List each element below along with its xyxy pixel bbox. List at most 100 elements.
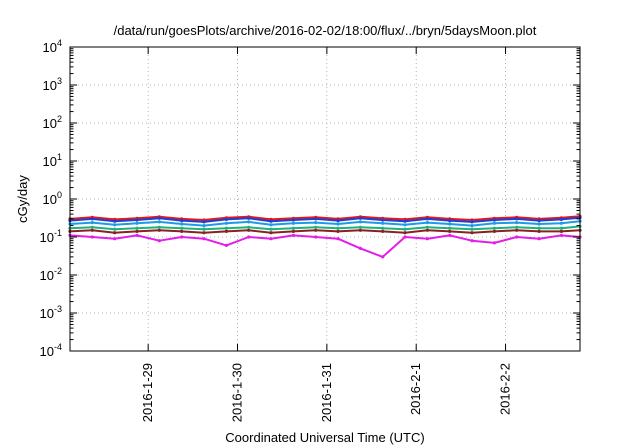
data-point [90,228,94,232]
data-point [180,222,184,226]
data-point [247,216,251,220]
data-point [157,239,161,243]
data-point [135,226,139,230]
y-tick-base: 10 [40,268,54,283]
data-point [358,216,362,220]
data-point [403,227,407,231]
x-tick-label: 2016-2-1 [408,363,423,415]
data-point [157,216,161,220]
data-point [515,228,519,232]
data-point [425,237,429,241]
data-point [336,226,340,230]
data-point [559,221,564,225]
y-tick-exponent: -3 [54,304,62,314]
x-axis-label: Coordinated Universal Time (UTC) [225,430,424,445]
data-point [113,219,117,223]
data-point [269,237,273,241]
data-point [336,237,340,241]
y-axis-label: cGy/day [15,175,30,223]
data-point [515,221,519,225]
data-point [336,229,340,233]
data-point [515,225,519,229]
data-point [448,229,452,233]
data-point [180,219,184,223]
x-tick-label: 2016-1-30 [230,363,245,422]
data-point [314,217,318,221]
data-point [180,229,184,233]
data-point [135,221,139,225]
data-point [202,231,206,235]
series-line-1 [69,215,581,221]
data-point [470,227,474,231]
data-point [537,226,541,230]
data-point [336,219,340,223]
y-tick-base: 10 [40,306,54,321]
data-point [291,229,295,233]
data-point [470,224,474,228]
data-point [180,235,184,239]
y-tick-label: 10-3 [40,304,62,321]
data-point [314,228,318,232]
data-point [135,229,139,233]
data-point [202,220,206,224]
data-point [224,221,228,225]
y-tick-label: 101 [43,152,62,169]
grid [70,47,580,351]
data-point [559,226,564,230]
y-tick-label: 102 [43,114,62,131]
data-point [113,223,117,227]
data-point [202,224,206,228]
data-point [358,220,362,224]
y-tick-base: 10 [43,78,57,93]
data-point [492,229,496,233]
data-point [269,231,273,235]
y-tick-exponent: 1 [57,152,62,162]
data-point [381,229,385,233]
y-tick-base: 10 [40,344,54,359]
y-tick-base: 10 [43,192,57,207]
x-tick-labels: 2016-1-29 2016-1-30 2016-1-31 2016-2-1 2016-… [140,363,512,422]
data-point [515,235,519,239]
data-point [202,237,206,241]
y-tick-label: 104 [43,38,62,55]
y-tick-label: 10-4 [40,342,62,359]
series-line-5 [69,229,581,234]
data-point [492,226,496,230]
data-point [448,219,452,223]
y-tick-base: 10 [43,116,57,131]
data-point [135,218,139,222]
data-point [381,255,385,259]
data-point [358,228,362,232]
data-point [269,227,273,231]
data-point [448,222,452,226]
y-tick-label: 103 [43,76,62,93]
data-point [537,222,541,226]
data-point [381,218,385,222]
data-point [515,217,519,221]
data-point [180,226,184,230]
data-point [135,233,139,237]
data-point [358,225,362,229]
series-line-6 [69,234,581,258]
data-point [559,229,564,233]
x-tick-label: 2016-2-2 [498,363,513,415]
data-point [314,225,318,229]
data-point [224,217,228,221]
y-tick-exponent: 2 [57,114,62,124]
y-tick-exponent: -2 [54,266,62,276]
data-point [90,235,94,239]
data-point [425,221,429,225]
data-point [425,225,429,229]
data-point [381,221,385,225]
data-point [358,246,362,250]
chart-title: /data/run/goesPlots/archive/2016-02-02/1… [114,23,537,38]
data-point [470,239,474,243]
data-point [403,223,407,227]
data-point [291,233,295,237]
data-point [537,237,541,241]
y-tick-base: 10 [43,40,57,55]
y-tick-exponent: 4 [57,38,62,48]
series-line-3 [69,220,581,227]
